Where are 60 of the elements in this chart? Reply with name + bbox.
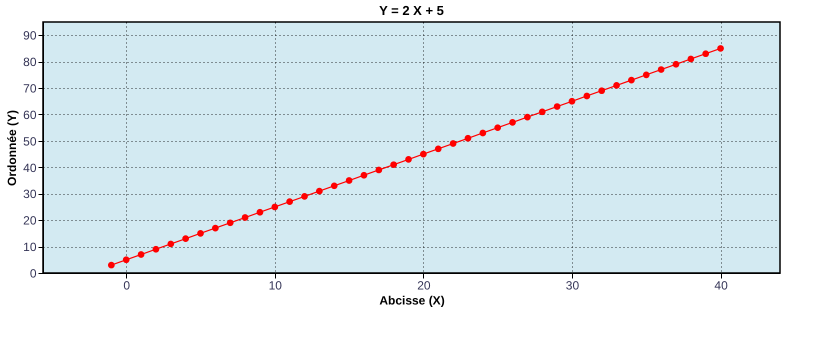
chart-title: Y = 2 X + 5 xyxy=(379,3,444,18)
point xyxy=(642,71,650,78)
point xyxy=(628,76,635,84)
point xyxy=(717,45,724,52)
point xyxy=(479,130,486,136)
point xyxy=(330,182,338,190)
point xyxy=(182,235,189,242)
point xyxy=(450,140,456,147)
x-tick-label: 40 xyxy=(714,278,728,292)
point xyxy=(613,82,620,89)
point xyxy=(286,198,294,206)
point xyxy=(152,246,160,253)
point xyxy=(672,60,680,68)
point xyxy=(390,161,398,168)
x-tick-label: 20 xyxy=(417,278,431,292)
x-tick-label: 10 xyxy=(268,278,282,292)
y-tick-label: 10 xyxy=(23,240,37,254)
y-axis-title: Ordonnée (Y) xyxy=(5,110,20,186)
y-tick-label: 60 xyxy=(23,108,37,122)
point xyxy=(687,56,694,62)
point xyxy=(271,204,278,210)
point xyxy=(405,156,412,163)
y-tick-label: 70 xyxy=(23,82,37,96)
point xyxy=(301,193,308,200)
x-axis-title: Abcisse (X) xyxy=(379,294,445,308)
point xyxy=(122,256,130,264)
point xyxy=(494,124,502,132)
y-tick-label: 0 xyxy=(30,266,37,280)
point xyxy=(509,119,516,126)
point xyxy=(375,166,382,174)
point xyxy=(212,224,219,232)
point xyxy=(167,240,174,248)
point xyxy=(108,262,115,268)
y-tick-label: 40 xyxy=(23,160,37,175)
y-tick-label: 30 xyxy=(23,187,37,202)
point xyxy=(434,145,442,152)
point xyxy=(524,114,531,120)
point xyxy=(702,50,710,58)
point xyxy=(197,230,204,237)
x-tick-label: 30 xyxy=(566,278,580,292)
point xyxy=(538,108,546,116)
point xyxy=(256,208,264,216)
y-tick-label: 20 xyxy=(23,214,37,228)
point xyxy=(583,92,590,100)
y-tick-label: 90 xyxy=(23,28,37,43)
point xyxy=(346,177,352,184)
x-tick-label: 0 xyxy=(123,278,130,292)
point xyxy=(242,214,248,221)
point xyxy=(316,188,323,194)
point xyxy=(658,66,664,73)
point xyxy=(138,251,144,258)
point xyxy=(420,150,427,158)
point xyxy=(226,219,234,226)
y-tick-label: 80 xyxy=(23,55,37,70)
y-tick-label: 50 xyxy=(23,134,37,148)
point xyxy=(554,103,560,110)
point xyxy=(568,98,576,105)
point xyxy=(360,172,368,179)
point xyxy=(464,134,472,142)
point xyxy=(598,87,606,94)
